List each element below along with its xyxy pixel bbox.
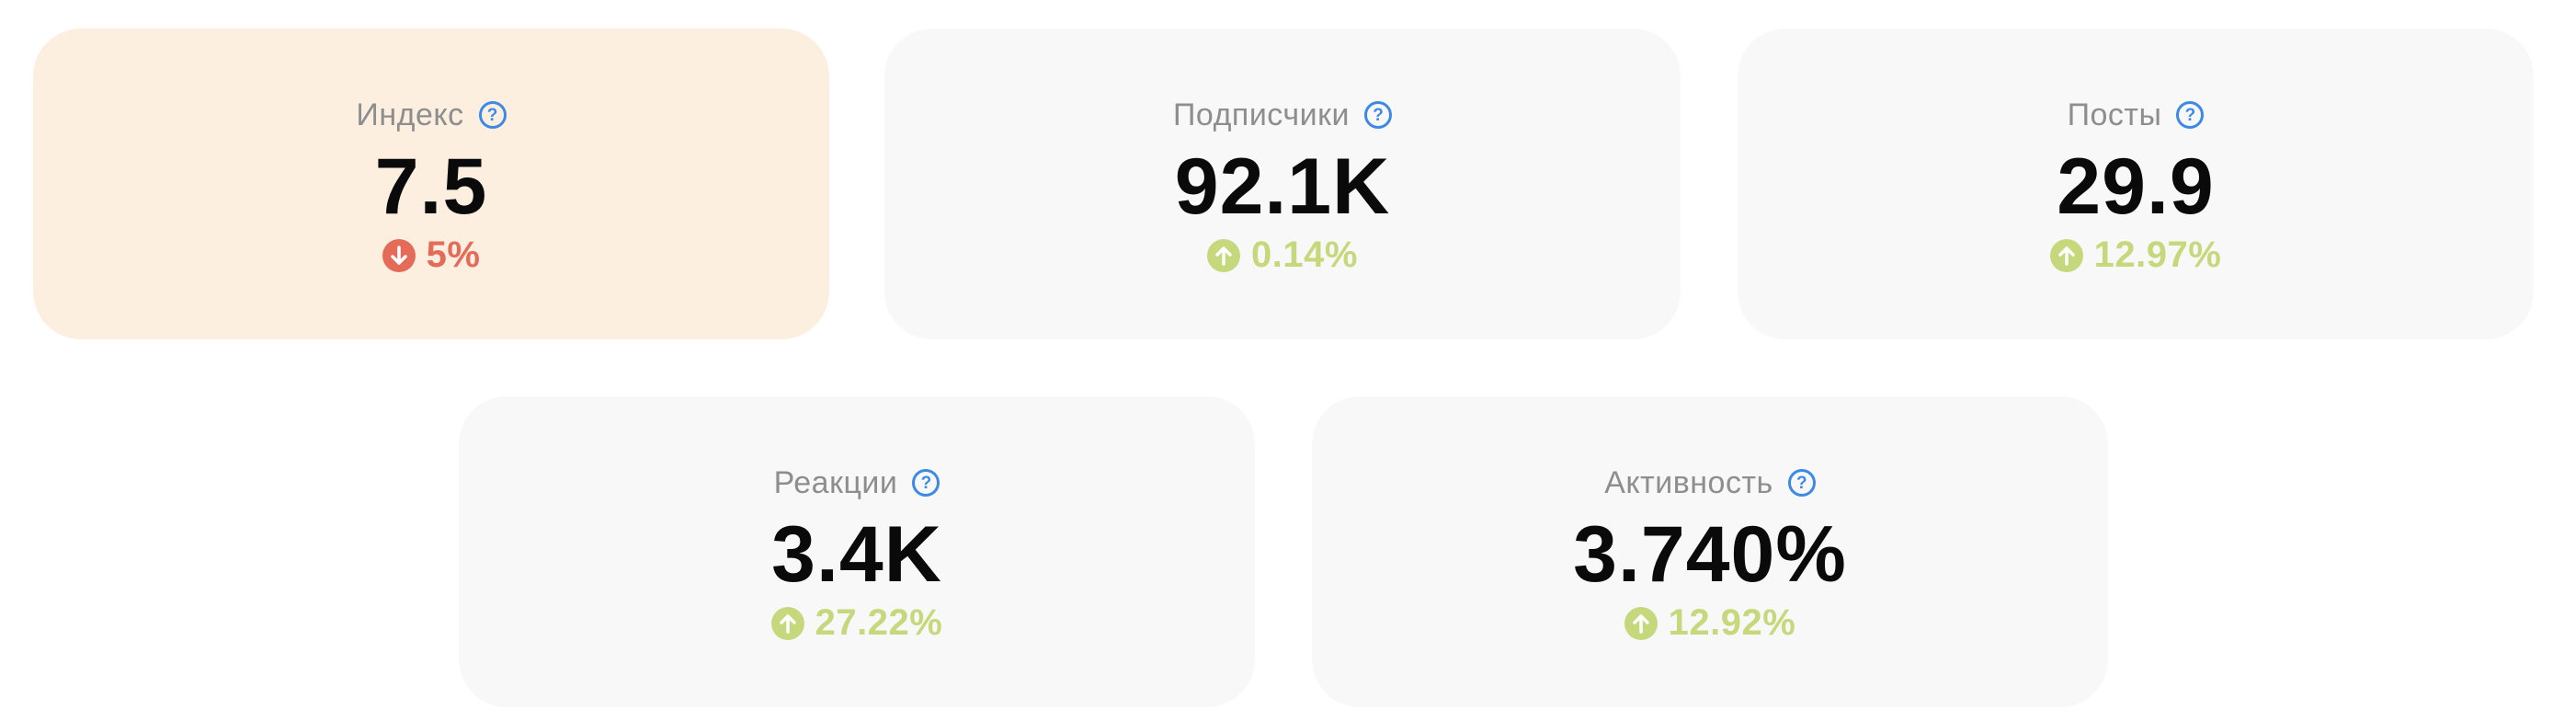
stat-label-row: Активность ? <box>1604 463 1816 503</box>
stat-change-row: 27.22% <box>770 602 943 644</box>
stat-card-index: Индекс ? 7.5 5% <box>33 29 829 339</box>
stat-value: 7.5 <box>374 143 488 231</box>
stat-value: 92.1K <box>1174 143 1391 231</box>
stat-change: 0.14% <box>1251 235 1358 275</box>
stat-change-row: 12.92% <box>1624 602 1796 644</box>
stat-change: 12.97% <box>2093 235 2222 275</box>
help-icon[interactable]: ? <box>478 101 507 129</box>
stat-change-row: 0.14% <box>1207 235 1358 276</box>
stat-label: Активность <box>1604 464 1773 500</box>
stat-card-posts: Посты ? 29.9 12.97% <box>1738 29 2534 339</box>
stat-label: Реакции <box>773 464 898 500</box>
stat-label: Индекс <box>356 97 464 132</box>
help-icon[interactable]: ? <box>1364 101 1393 129</box>
stat-change: 12.92% <box>1668 602 1796 643</box>
stat-card-reactions: Реакции ? 3.4K 27.22% <box>459 396 1255 707</box>
arrow-up-circle-icon <box>2049 238 2083 272</box>
arrow-up-circle-icon <box>1207 238 1241 272</box>
help-icon[interactable]: ? <box>912 469 940 497</box>
stat-value: 29.9 <box>2057 143 2215 231</box>
stat-label-row: Индекс ? <box>356 95 507 135</box>
stat-label: Посты <box>2067 97 2162 132</box>
stat-label: Подписчики <box>1172 97 1351 132</box>
stat-label-row: Реакции ? <box>774 463 940 503</box>
stat-card-subscribers: Подписчики ? 92.1K 0.14% <box>884 29 1681 339</box>
arrow-up-circle-icon <box>770 606 804 640</box>
stat-label-row: Посты ? <box>2068 95 2205 135</box>
stat-value: 3.740% <box>1573 510 1847 599</box>
help-icon[interactable]: ? <box>1787 469 1816 497</box>
stat-change-row: 5% <box>382 235 481 276</box>
stat-change: 5% <box>426 235 481 275</box>
stat-value: 3.4K <box>771 510 942 599</box>
stat-change-row: 12.97% <box>2049 235 2222 276</box>
stat-change: 27.22% <box>815 602 943 643</box>
arrow-up-circle-icon <box>1624 606 1658 640</box>
help-icon[interactable]: ? <box>2176 101 2205 129</box>
stat-label-row: Подписчики ? <box>1172 95 1393 135</box>
arrow-down-circle-icon <box>382 238 416 272</box>
stat-card-activity: Активность ? 3.740% 12.92% <box>1312 396 2108 707</box>
